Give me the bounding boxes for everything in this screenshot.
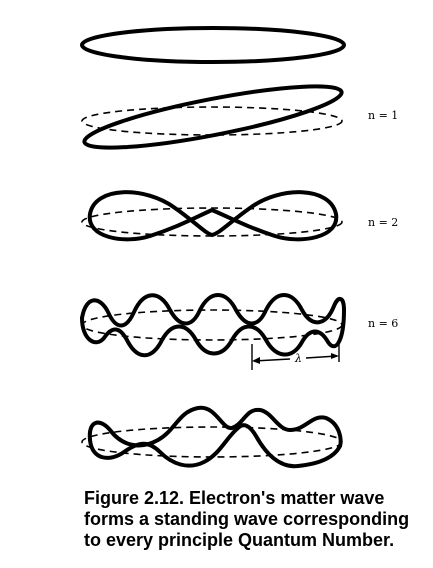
- orbit-tilted-n1: [82, 84, 344, 150]
- standing-wave-n6-back: [80, 293, 346, 328]
- lambda-arrowhead-right: [331, 353, 339, 359]
- standing-wave-bottom-upper: [87, 405, 343, 448]
- standing-wave-bottom-lower: [88, 423, 342, 469]
- orbit-dashed-n2: [81, 207, 343, 237]
- standing-wave-n2: [87, 190, 339, 242]
- standing-wave-diagram: n = 1 n = 2 λ n = 6: [80, 26, 398, 469]
- standing-wave-n6-front: [80, 308, 346, 358]
- label-lambda: λ: [294, 352, 302, 365]
- label-n2: n = 2: [368, 216, 398, 229]
- label-n1: n = 1: [368, 109, 398, 122]
- orbit-solid-ellipse-top: [80, 26, 346, 64]
- figure-caption: Figure 2.12. Electron's matter wave form…: [84, 488, 410, 550]
- label-n6: n = 6: [368, 317, 398, 330]
- lambda-arrowhead-left: [252, 357, 260, 364]
